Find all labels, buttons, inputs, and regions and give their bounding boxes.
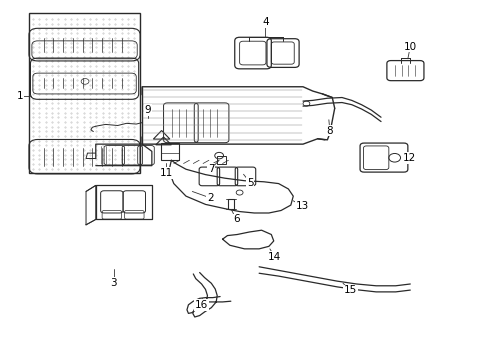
Text: 10: 10 [403,42,416,51]
Text: 7: 7 [207,163,214,174]
Text: 5: 5 [246,178,253,188]
Bar [29,13,140,173]
Text: 9: 9 [144,105,151,115]
Text: 6: 6 [232,215,239,224]
Text: 1: 1 [17,91,23,102]
Text: 15: 15 [344,285,357,296]
Text: 16: 16 [195,300,208,310]
Bar [217,156,225,164]
Text: 11: 11 [160,168,173,178]
Text: 14: 14 [267,252,281,262]
Text: 4: 4 [262,17,268,27]
Text: 13: 13 [295,201,308,211]
Text: 3: 3 [110,278,117,288]
Text: 8: 8 [326,126,332,135]
Text: 12: 12 [402,153,415,163]
Bar [160,143,179,160]
Text: 2: 2 [206,193,213,203]
Bar [228,199,234,210]
